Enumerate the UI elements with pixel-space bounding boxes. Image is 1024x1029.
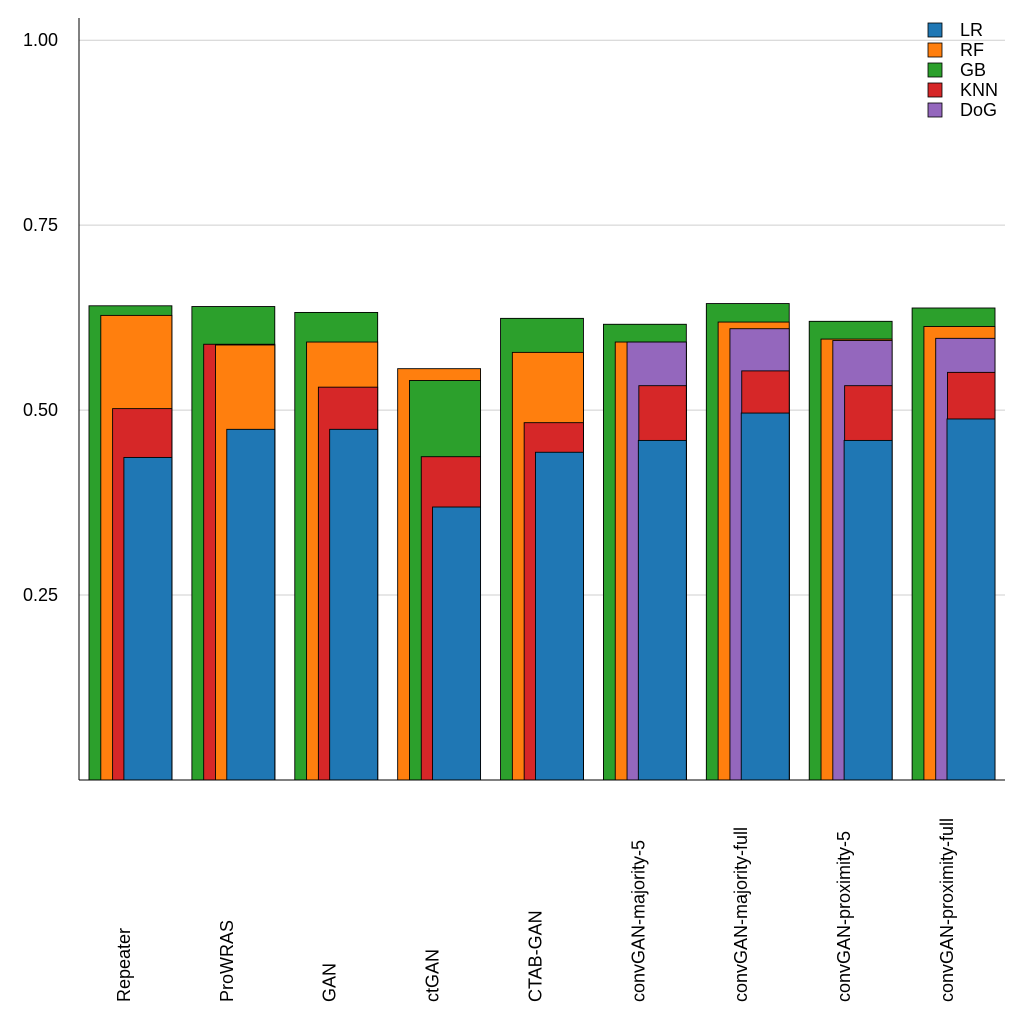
bar-prowras-lr [226, 428, 276, 781]
x-category-label: convGAN-proximity-full [937, 818, 957, 1002]
bar-gan-lr [329, 428, 379, 781]
legend-label-gb: GB [960, 60, 986, 80]
legend-swatch-rf [927, 42, 943, 58]
bar-convgan-majority-5-lr [637, 439, 687, 781]
x-category-labels: Repeater ProWRAS GAN ctGAN CTAB-GAN convGAN-m… [114, 818, 957, 1002]
x-category-label: convGAN-proximity-5 [834, 831, 854, 1002]
legend-swatch-lr [927, 22, 943, 38]
bar-convgan-majority-full-lr [740, 412, 790, 781]
legend-label-dog: DoG [960, 100, 997, 120]
x-category-label: GAN [320, 963, 340, 1002]
x-category-label: convGAN-majority-full [731, 827, 751, 1002]
y-tick-label: 1.00 [23, 30, 58, 50]
bars-layer [88, 303, 996, 781]
bar-repeater-lr [123, 456, 173, 781]
legend-swatch-gb [927, 62, 943, 78]
legend-swatch-dog [927, 102, 943, 118]
y-tick-label: 0.50 [23, 400, 58, 420]
y-tick-label: 0.25 [23, 585, 58, 605]
bar-convgan-proximity-full-lr [946, 418, 996, 781]
legend-label-knn: KNN [960, 80, 998, 100]
x-category-label: Repeater [114, 928, 134, 1002]
x-category-label: convGAN-majority-5 [628, 840, 648, 1002]
legend-label-lr: LR [960, 20, 983, 40]
y-tick-labels: 0.25 0.50 0.75 1.00 [23, 30, 58, 605]
x-category-label: ctGAN [423, 949, 443, 1002]
bar-ctab-gan-lr [534, 451, 584, 781]
bar-ctgan-lr [432, 506, 482, 781]
x-category-label: ProWRAS [217, 920, 237, 1002]
axis-layer [78, 18, 1005, 781]
legend-swatch-knn [927, 82, 943, 98]
y-tick-label: 0.75 [23, 215, 58, 235]
legend-label-rf: RF [960, 40, 984, 60]
x-category-label: CTAB-GAN [525, 910, 545, 1002]
bar-convgan-proximity-5-lr [843, 439, 893, 781]
